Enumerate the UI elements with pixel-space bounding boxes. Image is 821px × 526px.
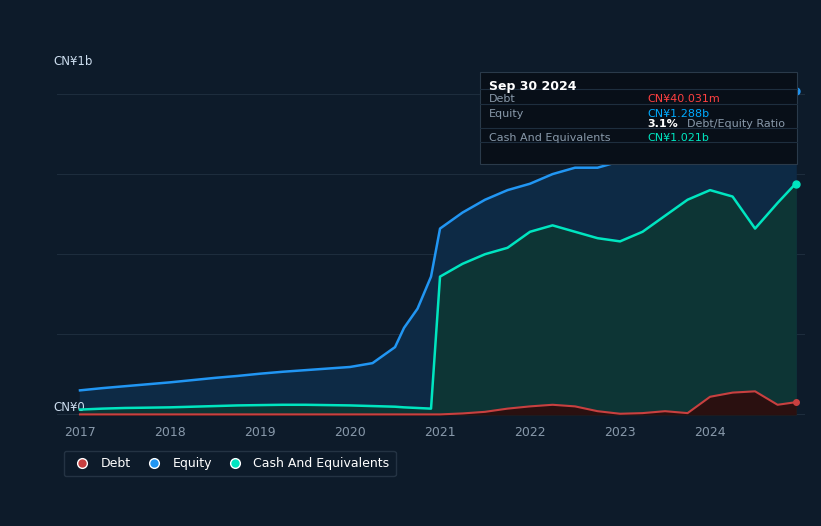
Text: CN¥40.031m: CN¥40.031m bbox=[648, 94, 721, 104]
Text: CN¥1b: CN¥1b bbox=[53, 55, 93, 68]
Text: Cash And Equivalents: Cash And Equivalents bbox=[489, 133, 611, 143]
Text: 3.1%: 3.1% bbox=[648, 119, 678, 129]
Text: CN¥0: CN¥0 bbox=[53, 401, 85, 414]
Legend: Debt, Equity, Cash And Equivalents: Debt, Equity, Cash And Equivalents bbox=[64, 451, 396, 476]
Bar bbox=[479, 72, 797, 164]
Text: Debt/Equity Ratio: Debt/Equity Ratio bbox=[687, 119, 785, 129]
Text: Debt: Debt bbox=[489, 94, 516, 104]
Text: CN¥1.288b: CN¥1.288b bbox=[648, 108, 710, 118]
Text: Equity: Equity bbox=[489, 108, 525, 118]
Text: CN¥1.021b: CN¥1.021b bbox=[648, 133, 709, 143]
Text: Sep 30 2024: Sep 30 2024 bbox=[489, 79, 577, 93]
